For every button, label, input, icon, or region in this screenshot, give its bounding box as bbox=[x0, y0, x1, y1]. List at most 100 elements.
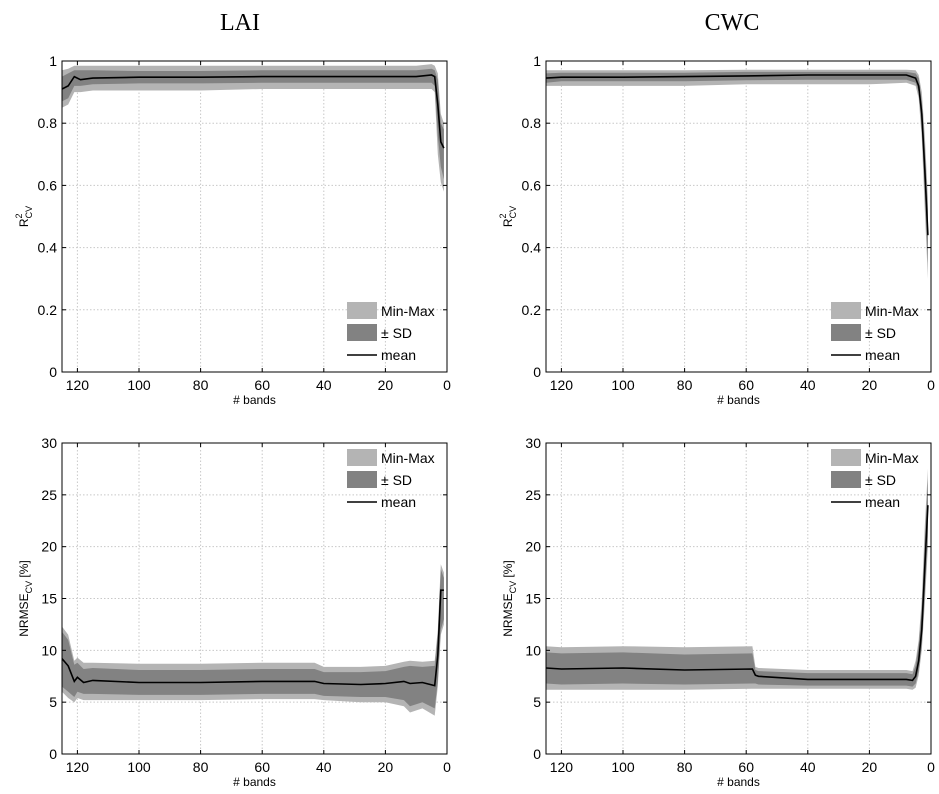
y-axis-label: NRMSECV [%] bbox=[17, 560, 34, 637]
y-axis-label-sub: CV bbox=[508, 581, 518, 594]
legend-swatch-minmax bbox=[347, 302, 377, 319]
x-tick-label: 60 bbox=[254, 759, 270, 775]
legend-label-mean: mean bbox=[381, 494, 416, 510]
mean-line bbox=[546, 505, 929, 682]
x-axis-label: # bands bbox=[717, 393, 760, 407]
y-tick-label: 25 bbox=[41, 487, 57, 503]
x-tick-label: 120 bbox=[66, 377, 90, 393]
legend-swatch-sd bbox=[831, 324, 861, 341]
mean-line bbox=[546, 74, 929, 236]
y-axis-label: NRMSECV [%] bbox=[501, 560, 518, 637]
x-tick-label: 120 bbox=[550, 377, 574, 393]
x-axis-label: # bands bbox=[233, 775, 276, 789]
chart-cwc-nrmse: 120 100 80 60 40 20 0 0 5 10 15 20 25 30 # bands NRMSEC… bbox=[501, 435, 935, 789]
y-tick-label: 25 bbox=[525, 487, 541, 503]
legend-swatch-sd bbox=[347, 324, 377, 341]
y-tick-label: 15 bbox=[41, 591, 57, 607]
y-axis-label-sup: 2 bbox=[498, 213, 508, 218]
y-axis-label-suffix: [%] bbox=[501, 560, 515, 581]
x-tick-label: 40 bbox=[316, 759, 332, 775]
y-tick-label: 0.2 bbox=[38, 302, 58, 318]
y-tick-label: 10 bbox=[41, 642, 57, 658]
y-tick-label: 30 bbox=[41, 435, 57, 451]
x-tick-label: 0 bbox=[927, 759, 935, 775]
x-tick-label: 0 bbox=[443, 759, 451, 775]
y-tick-label: 20 bbox=[525, 539, 541, 555]
legend-label-mean: mean bbox=[381, 347, 416, 363]
y-axis-label: R2CV bbox=[498, 206, 518, 227]
x-tick-label: 60 bbox=[738, 377, 754, 393]
y-axis-label-suffix: [%] bbox=[17, 560, 31, 581]
x-tick-label: 40 bbox=[800, 759, 816, 775]
legend-label-sd: ± SD bbox=[381, 472, 412, 488]
x-axis-label: # bands bbox=[233, 393, 276, 407]
x-tick-label: 120 bbox=[66, 759, 90, 775]
y-tick-label: 0 bbox=[533, 364, 541, 380]
x-tick-label: 80 bbox=[677, 759, 693, 775]
sd-band bbox=[546, 71, 928, 264]
legend-swatch-minmax bbox=[831, 302, 861, 319]
y-tick-label: 5 bbox=[49, 694, 57, 710]
mean-line bbox=[62, 74, 445, 149]
x-tick-label: 20 bbox=[862, 759, 878, 775]
sd-band bbox=[546, 479, 928, 687]
y-tick-label: 0 bbox=[533, 746, 541, 762]
x-tick-label: 80 bbox=[193, 377, 209, 393]
axes-frame bbox=[61, 60, 448, 373]
legend-label-sd: ± SD bbox=[865, 325, 896, 341]
y-tick-label: 0.6 bbox=[522, 177, 542, 193]
x-tick-label: 100 bbox=[127, 759, 151, 775]
legend-swatch-sd bbox=[831, 471, 861, 488]
sd-band bbox=[62, 68, 444, 180]
y-axis-label-sub: CV bbox=[24, 206, 34, 219]
y-axis-label-main: NRMSE bbox=[17, 593, 31, 636]
y-axis-label-sub: CV bbox=[508, 206, 518, 219]
x-tick-label: 60 bbox=[254, 377, 270, 393]
legend-label-sd: ± SD bbox=[381, 325, 412, 341]
chart-panels: 120 100 80 60 40 20 000.20.40.60.81# bandsR2CV… bbox=[14, 53, 935, 789]
legend-swatch-minmax bbox=[831, 449, 861, 466]
x-tick-label: 0 bbox=[927, 377, 935, 393]
y-tick-label: 0.2 bbox=[522, 302, 542, 318]
legend-label-minmax: Min-Max bbox=[865, 303, 919, 319]
x-tick-label: 40 bbox=[316, 377, 332, 393]
y-axis-label-main: NRMSE bbox=[501, 593, 515, 636]
y-tick-label: 30 bbox=[525, 435, 541, 451]
x-tick-label: 100 bbox=[611, 377, 635, 393]
column-title-cwc: CWC bbox=[705, 10, 760, 36]
y-tick-label: 0.6 bbox=[38, 177, 58, 193]
x-tick-label: 20 bbox=[378, 759, 394, 775]
sd-band bbox=[62, 569, 444, 709]
y-axis-label: R2CV bbox=[14, 206, 34, 227]
legend: Min-Max ± SD mean bbox=[347, 449, 435, 510]
y-tick-label: 20 bbox=[41, 539, 57, 555]
y-axis-label-main: R bbox=[17, 218, 31, 227]
y-axis-label-sup: 2 bbox=[14, 213, 24, 218]
legend-label-minmax: Min-Max bbox=[865, 450, 919, 466]
x-tick-label: 80 bbox=[677, 377, 693, 393]
x-tick-label: 100 bbox=[611, 759, 635, 775]
legend-label-mean: mean bbox=[865, 494, 900, 510]
mean-line bbox=[62, 589, 444, 687]
legend-label-sd: ± SD bbox=[865, 472, 896, 488]
y-axis-label-sub: CV bbox=[24, 581, 34, 594]
legend-swatch-sd bbox=[347, 471, 377, 488]
y-tick-label: 0.4 bbox=[522, 240, 542, 256]
legend-label-mean: mean bbox=[865, 347, 900, 363]
chart-lai-nrmse: 120 100 80 60 40 20 0 0 5 10 15 20 25 30 # bands NRMSEC… bbox=[17, 435, 451, 789]
legend-label-minmax: Min-Max bbox=[381, 303, 435, 319]
x-tick-label: 0 bbox=[443, 377, 451, 393]
legend-label-minmax: Min-Max bbox=[381, 450, 435, 466]
y-tick-label: 1 bbox=[49, 53, 57, 69]
chart-cwc-r2: 120 100 80 60 40 20 0 0 0.2 0.4 0.6 0.8 1 # bands R2CV… bbox=[498, 53, 935, 407]
x-tick-label: 120 bbox=[550, 759, 574, 775]
legend: Min-Max ± SD mean bbox=[831, 302, 919, 363]
y-tick-label: 15 bbox=[525, 591, 541, 607]
x-tick-label: 40 bbox=[800, 377, 816, 393]
x-tick-label: 20 bbox=[378, 377, 394, 393]
x-tick-label: 20 bbox=[862, 377, 878, 393]
y-tick-label: 0 bbox=[49, 364, 57, 380]
legend: Min-Max ± SD mean bbox=[831, 449, 919, 510]
legend-swatch-minmax bbox=[347, 449, 377, 466]
